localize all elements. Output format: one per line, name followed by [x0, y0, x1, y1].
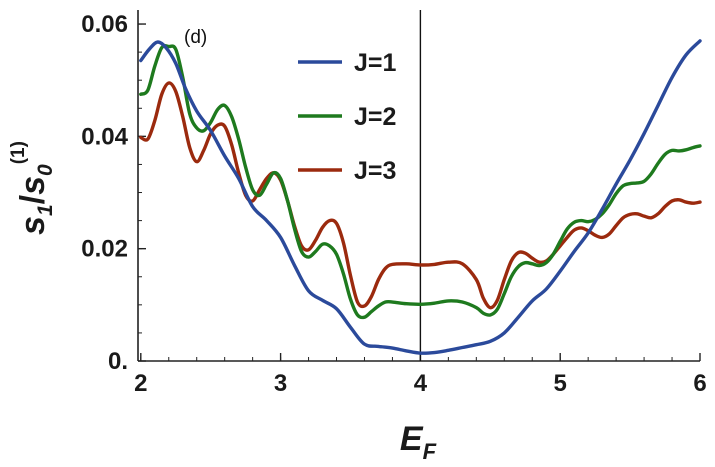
legend: J=1 J=2 J=3 — [298, 49, 397, 185]
panel-label: (d) — [184, 27, 207, 48]
x-tick-label: 6 — [693, 370, 706, 397]
x-tick-label: 3 — [274, 370, 287, 397]
legend-label-j-2: J=2 — [354, 103, 396, 131]
x-axis-title-sub: F — [423, 439, 437, 464]
y-tick-label: 0. — [108, 348, 128, 375]
x-axis-title: EF — [400, 420, 437, 464]
legend-label-j-1: J=1 — [354, 49, 397, 77]
y-axis-title-s1-sub: 1 — [34, 204, 57, 216]
axes — [137, 10, 700, 362]
x-tick-label: 5 — [554, 370, 567, 397]
y-axis-title-slash: / — [14, 194, 52, 204]
series-line-j-2 — [139, 44, 702, 320]
series-line-j-3 — [139, 81, 702, 310]
y-axis-title-s1: s — [14, 216, 52, 235]
series-lines — [139, 39, 702, 355]
x-tick-label: 4 — [414, 370, 428, 397]
y-tick-label: 0.04 — [81, 123, 128, 150]
y-axis-title-s0-sub: 0 — [34, 164, 57, 176]
tick-labels: 2 3 4 5 6 0. 0.02 0.04 0.06 — [81, 11, 706, 397]
series-line-j-1 — [139, 39, 702, 355]
y-tick-label: 0.06 — [81, 11, 128, 38]
y-axis-title-s0-sup: (1) — [8, 141, 29, 164]
y-axis-title: s1/s0(1) — [8, 141, 57, 235]
y-tick-label: 0.02 — [81, 236, 128, 263]
legend-label-j-3: J=3 — [354, 157, 396, 185]
y-axis-title-s0: s — [14, 176, 52, 195]
x-tick-label: 2 — [134, 370, 147, 397]
x-axis-title-main: E — [400, 420, 424, 458]
